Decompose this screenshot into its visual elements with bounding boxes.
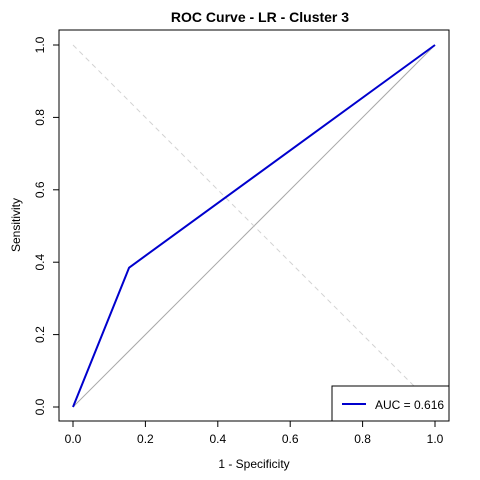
x-axis-label: 1 - Specificity [218,457,289,471]
x-axis: 0.0 0.2 0.4 0.6 0.8 1.0 [65,420,444,446]
x-tick-label: 0.6 [282,432,299,446]
y-axis: 0.0 0.2 0.4 0.6 0.8 1.0 [33,36,60,415]
x-tick-label: 1.0 [427,432,444,446]
y-tick-label: 0.6 [33,181,47,198]
reference-line-dashed [72,44,436,408]
x-tick-label: 0.2 [137,432,154,446]
roc-curve-line [72,44,436,408]
chart-title: ROC Curve - LR - Cluster 3 [171,9,349,25]
legend: AUC = 0.616 [331,385,450,422]
x-tick-label: 0.0 [65,432,82,446]
y-tick-label: 0.4 [33,254,47,271]
series-layer [72,44,436,408]
y-tick-label: 0.2 [33,326,47,343]
x-tick-label: 0.4 [209,432,226,446]
y-axis-label: Sensitivity [9,198,23,252]
y-tick-label: 1.0 [33,36,47,53]
y-tick-label: 0.0 [33,398,47,415]
legend-label: AUC = 0.616 [375,398,444,412]
y-tick-label: 0.8 [33,109,47,126]
reference-lines [72,44,436,408]
x-tick-label: 0.8 [354,432,371,446]
